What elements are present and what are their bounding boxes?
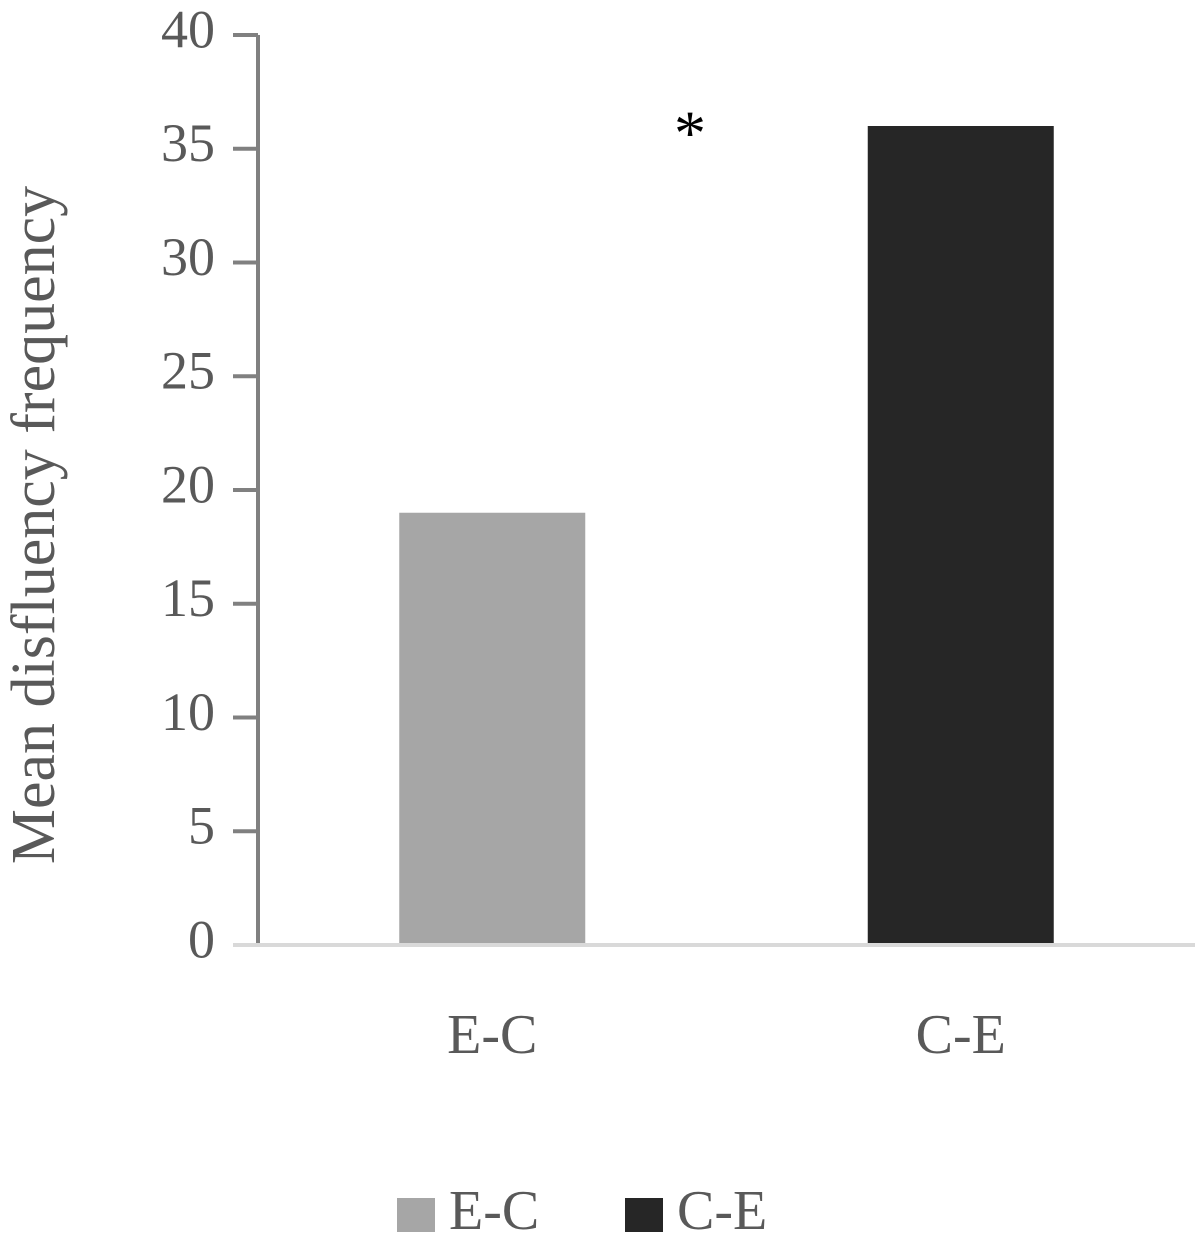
y-tick-label: 35 bbox=[161, 113, 215, 173]
y-tick-label: 15 bbox=[161, 568, 215, 628]
y-tick-label: 25 bbox=[161, 341, 215, 401]
legend-label: C-E bbox=[677, 1180, 767, 1242]
x-tick-label: C-E bbox=[916, 1004, 1006, 1066]
annotation: * bbox=[674, 98, 706, 169]
bar bbox=[867, 126, 1054, 945]
bar bbox=[399, 512, 586, 945]
legend-swatch bbox=[397, 1198, 435, 1232]
x-tick-label: E-C bbox=[447, 1004, 537, 1066]
legend-swatch bbox=[625, 1198, 663, 1232]
legend-label: E-C bbox=[449, 1180, 539, 1242]
y-tick-label: 5 bbox=[188, 796, 215, 856]
y-tick-label: 10 bbox=[161, 682, 215, 742]
y-tick-label: 40 bbox=[161, 0, 215, 59]
y-tick-label: 30 bbox=[161, 227, 215, 287]
y-tick-label: 20 bbox=[161, 454, 215, 514]
y-axis-label: Mean disfluency frequency bbox=[0, 186, 68, 864]
y-tick-label: 0 bbox=[188, 909, 215, 969]
